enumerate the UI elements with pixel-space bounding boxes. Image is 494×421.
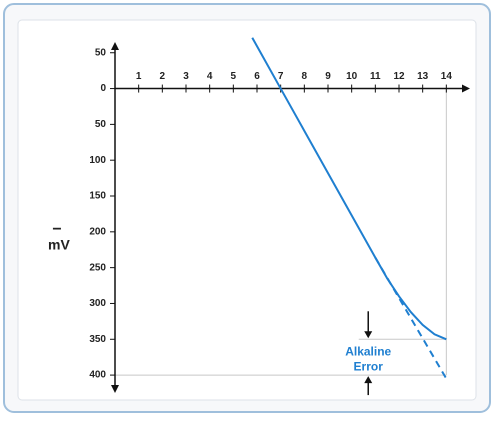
annotation: Error [354,359,384,373]
x-tick-label: 3 [183,71,189,82]
axis-arrow [462,84,470,93]
y-tick-label: 0 [100,83,106,94]
y-tick-label: 100 [89,155,106,166]
x-tick-label: 5 [231,71,237,82]
x-tick-label: 1 [136,71,142,82]
axis-arrow [111,385,119,393]
y-tick-label: 250 [89,262,106,273]
y-label-sign: − [52,221,61,238]
x-tick-label: 2 [160,71,166,82]
arrow-head [364,331,373,339]
y-tick-label: 150 [89,191,106,202]
x-tick-label: 9 [325,71,331,82]
y-tick-label: 50 [95,47,107,58]
x-tick-label: 12 [393,71,405,82]
x-tick-label: 13 [417,71,429,82]
axis-arrow [111,42,119,50]
data-line [251,37,447,341]
x-tick-label: 14 [441,71,453,82]
x-tick-label: 11 [370,71,381,82]
annotation: Alkaline [345,344,391,358]
y-tick-label: 350 [89,334,106,345]
y-tick-label: 50 [95,119,107,130]
y-tick-label: 300 [89,298,106,309]
y-tick-label: 400 [89,370,106,381]
inner-frame [17,19,477,401]
y-tick-label: 200 [89,226,106,237]
x-tick-label: 6 [254,71,260,82]
y-label: mV [48,237,70,253]
x-tick-label: 4 [207,71,213,82]
arrow-head [364,376,373,384]
x-tick-label: 7 [278,71,284,82]
x-tick-label: 10 [346,71,358,82]
x-tick-label: 8 [302,71,308,82]
